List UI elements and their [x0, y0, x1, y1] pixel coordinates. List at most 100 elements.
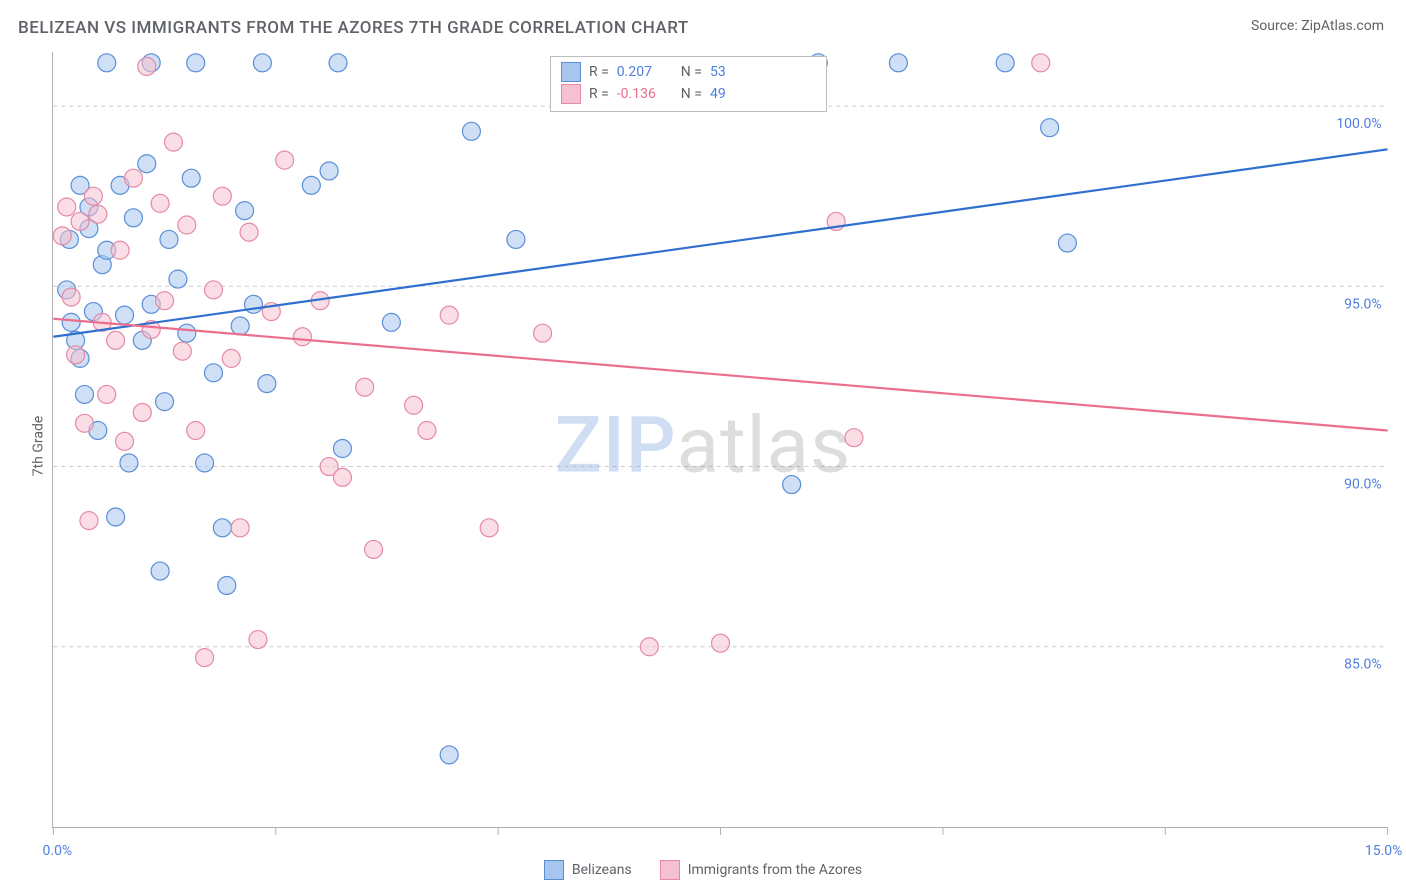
data-point-azores: [67, 346, 85, 364]
data-point-belizeans: [329, 54, 347, 72]
x-tick-label: 15.0%: [1365, 843, 1402, 859]
y-tick-label: 100.0%: [1336, 116, 1381, 132]
x-tick-label: 0.0%: [43, 843, 73, 859]
legend-label-belizeans: Belizeans: [572, 862, 632, 878]
data-point-azores: [111, 241, 129, 259]
data-point-belizeans: [76, 385, 94, 403]
data-point-belizeans: [258, 375, 276, 393]
y-axis-label: 7th Grade: [30, 416, 46, 477]
data-point-belizeans: [440, 746, 458, 764]
data-point-azores: [84, 187, 102, 205]
data-point-belizeans: [169, 270, 187, 288]
legend-swatch-azores: [561, 84, 581, 104]
legend-label-azores: Immigrants from the Azores: [688, 862, 862, 878]
data-point-azores: [58, 198, 76, 216]
data-point-azores: [151, 194, 169, 212]
data-point-azores: [116, 432, 134, 450]
data-point-azores: [80, 512, 98, 530]
data-point-belizeans: [182, 169, 200, 187]
data-point-azores: [71, 212, 89, 230]
data-point-belizeans: [996, 54, 1014, 72]
data-point-azores: [76, 414, 94, 432]
data-point-azores: [333, 468, 351, 486]
scatter-chart: 85.0%90.0%95.0%100.0%0.0%15.0%: [53, 52, 1388, 827]
data-point-azores: [276, 151, 294, 169]
data-point-azores: [53, 227, 71, 245]
legend-item-azores: Immigrants from the Azores: [660, 860, 862, 880]
data-point-azores: [213, 187, 231, 205]
data-point-belizeans: [116, 306, 134, 324]
plot-area: 85.0%90.0%95.0%100.0%0.0%15.0%: [52, 52, 1388, 828]
data-point-azores: [187, 421, 205, 439]
data-point-belizeans: [124, 209, 142, 227]
data-point-belizeans: [382, 313, 400, 331]
data-point-belizeans: [187, 54, 205, 72]
data-point-azores: [640, 638, 658, 656]
legend-item-belizeans: Belizeans: [544, 860, 632, 880]
data-point-azores: [222, 349, 240, 367]
data-point-belizeans: [196, 454, 214, 472]
data-point-azores: [138, 57, 156, 75]
y-tick-label: 95.0%: [1344, 296, 1381, 312]
data-point-azores: [534, 324, 552, 342]
stats-legend-row-azores: R = -0.136 N = 49: [561, 83, 816, 105]
data-point-belizeans: [178, 324, 196, 342]
r-label: R =: [589, 61, 609, 83]
data-point-belizeans: [107, 508, 125, 526]
data-point-belizeans: [218, 577, 236, 595]
r-label: R =: [589, 83, 609, 105]
data-point-azores: [405, 396, 423, 414]
data-point-azores: [204, 281, 222, 299]
y-tick-label: 85.0%: [1344, 657, 1381, 673]
trendline-azores: [53, 319, 1387, 431]
data-point-azores: [133, 403, 151, 421]
data-point-belizeans: [302, 176, 320, 194]
data-point-belizeans: [204, 364, 222, 382]
data-point-belizeans: [236, 202, 254, 220]
data-point-belizeans: [151, 562, 169, 580]
series-legend: Belizeans Immigrants from the Azores: [0, 860, 1406, 880]
data-point-azores: [356, 378, 374, 396]
data-point-belizeans: [156, 393, 174, 411]
stats-legend-row-belizeans: R = 0.207 N = 53: [561, 61, 816, 83]
data-point-belizeans: [462, 122, 480, 140]
data-point-azores: [440, 306, 458, 324]
data-point-azores: [231, 519, 249, 537]
stats-legend: R = 0.207 N = 53 R = -0.136 N = 49: [550, 56, 827, 112]
data-point-azores: [178, 216, 196, 234]
data-point-azores: [712, 634, 730, 652]
data-point-azores: [365, 540, 383, 558]
data-point-azores: [480, 519, 498, 537]
data-point-azores: [418, 421, 436, 439]
n-value-azores: 49: [710, 83, 726, 105]
n-value-belizeans: 53: [710, 61, 726, 83]
data-point-belizeans: [231, 317, 249, 335]
data-point-azores: [156, 292, 174, 310]
legend-swatch-belizeans: [544, 860, 564, 880]
data-point-belizeans: [320, 162, 338, 180]
data-point-azores: [173, 342, 191, 360]
data-point-belizeans: [62, 313, 80, 331]
data-point-azores: [196, 649, 214, 667]
source-credit: Source: ZipAtlas.com: [1251, 18, 1384, 34]
data-point-azores: [240, 223, 258, 241]
data-point-belizeans: [138, 155, 156, 173]
trendline-belizeans: [53, 149, 1387, 336]
chart-title: BELIZEAN VS IMMIGRANTS FROM THE AZORES 7…: [18, 18, 689, 38]
r-value-azores: -0.136: [617, 83, 673, 105]
data-point-azores: [249, 631, 267, 649]
page-root: BELIZEAN VS IMMIGRANTS FROM THE AZORES 7…: [0, 0, 1406, 892]
data-point-azores: [124, 169, 142, 187]
legend-swatch-belizeans: [561, 62, 581, 82]
data-point-belizeans: [783, 476, 801, 494]
data-point-azores: [293, 328, 311, 346]
data-point-belizeans: [1041, 119, 1059, 137]
r-value-belizeans: 0.207: [617, 61, 673, 83]
data-point-azores: [1032, 54, 1050, 72]
y-tick-label: 90.0%: [1344, 477, 1381, 493]
n-label: N =: [681, 83, 702, 105]
data-point-belizeans: [507, 230, 525, 248]
data-point-azores: [107, 331, 125, 349]
data-point-belizeans: [98, 54, 116, 72]
data-point-belizeans: [889, 54, 907, 72]
